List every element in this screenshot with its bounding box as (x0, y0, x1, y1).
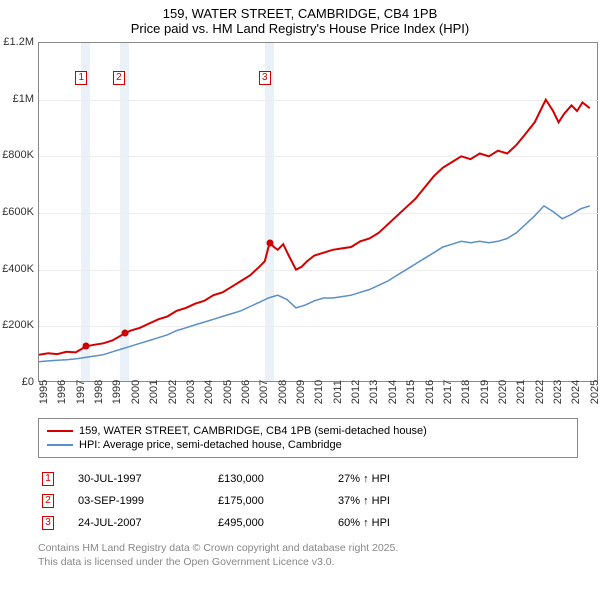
x-tick-label: 2014 (387, 380, 399, 404)
x-tick-label: 1998 (93, 380, 105, 404)
x-tick-label: 2010 (313, 380, 325, 404)
sale-date: 30-JUL-1997 (78, 473, 218, 485)
sale-dot (83, 343, 90, 350)
legend-row: 159, WATER STREET, CAMBRIDGE, CB4 1PB (s… (47, 424, 569, 438)
x-tick-label: 2001 (148, 380, 160, 404)
sale-pct: 60% ↑ HPI (338, 517, 428, 529)
sale-price: £130,000 (218, 473, 338, 485)
x-tick-label: 1995 (38, 380, 50, 404)
x-tick-label: 2022 (534, 380, 546, 404)
sale-date: 24-JUL-2007 (78, 517, 218, 529)
legend-label: 159, WATER STREET, CAMBRIDGE, CB4 1PB (s… (79, 425, 427, 437)
x-tick-label: 2015 (405, 380, 417, 404)
y-tick-label: £800K (2, 149, 34, 161)
marker-2: 2 (113, 71, 125, 85)
chart-title: 159, WATER STREET, CAMBRIDGE, CB4 1PB (0, 0, 600, 21)
table-row: 2 03-SEP-1999£175,00037% ↑ HPI (38, 490, 578, 512)
x-tick-label: 2007 (258, 380, 270, 404)
y-tick-label: £400K (2, 263, 34, 275)
x-tick-label: 2006 (240, 380, 252, 404)
footer-line-2: This data is licensed under the Open Gov… (38, 556, 578, 570)
x-tick-label: 2024 (570, 380, 582, 404)
x-tick-label: 2008 (277, 380, 289, 404)
x-tick-label: 2020 (497, 380, 509, 404)
x-tick-label: 2004 (203, 380, 215, 404)
legend: 159, WATER STREET, CAMBRIDGE, CB4 1PB (s… (38, 418, 578, 458)
table-row: 3 24-JUL-2007£495,00060% ↑ HPI (38, 512, 578, 534)
legend-row: HPI: Average price, semi-detached house,… (47, 438, 569, 452)
chart-container: 159, WATER STREET, CAMBRIDGE, CB4 1PB Pr… (0, 0, 600, 590)
y-tick-label: £1.2M (3, 36, 34, 48)
sale-dot (266, 239, 273, 246)
chart-area-wrap: £0£200K£400K£600K£800K£1M£1.2M 123 19951… (38, 42, 598, 382)
x-tick-label: 2012 (350, 380, 362, 404)
sale-dot (121, 330, 128, 337)
legend-swatch (47, 444, 73, 446)
x-tick-label: 2016 (424, 380, 436, 404)
legend-swatch (47, 430, 73, 432)
y-tick-label: £0 (22, 376, 34, 388)
x-tick-label: 2019 (479, 380, 491, 404)
x-tick-label: 2011 (332, 380, 344, 404)
row-marker: 1 (42, 472, 54, 486)
y-tick-label: £600K (2, 206, 34, 218)
sale-date: 03-SEP-1999 (78, 495, 218, 507)
chart-subtitle: Price paid vs. HM Land Registry's House … (0, 21, 600, 40)
x-tick-label: 2017 (442, 380, 454, 404)
legend-label: HPI: Average price, semi-detached house,… (79, 439, 342, 451)
x-tick-label: 2025 (589, 380, 600, 404)
marker-1: 1 (75, 71, 87, 85)
x-tick-label: 2018 (460, 380, 472, 404)
y-tick-label: £1M (13, 93, 34, 105)
x-tick-label: 2009 (295, 380, 307, 404)
x-tick-label: 2003 (185, 380, 197, 404)
x-tick-label: 1997 (75, 380, 87, 404)
plot-area: 1 2 3 (38, 42, 598, 382)
y-tick-label: £200K (2, 319, 34, 331)
sale-price: £175,000 (218, 495, 338, 507)
marker-3: 3 (259, 71, 271, 85)
x-tick-label: 1996 (56, 380, 68, 404)
table-row: 1 30-JUL-1997£130,00027% ↑ HPI (38, 468, 578, 490)
footer-line-1: Contains HM Land Registry data © Crown c… (38, 542, 578, 556)
sales-table: 1 30-JUL-1997£130,00027% ↑ HPI 2 03-SEP-199… (38, 468, 578, 534)
sale-price: £495,000 (218, 517, 338, 529)
x-tick-label: 2021 (515, 380, 527, 404)
x-tick-label: 2000 (130, 380, 142, 404)
series-blue (39, 206, 590, 362)
footer-text: Contains HM Land Registry data © Crown c… (38, 542, 578, 569)
x-tick-label: 2002 (167, 380, 179, 404)
row-marker: 3 (42, 516, 54, 530)
x-tick-label: 2013 (368, 380, 380, 404)
x-tick-label: 2023 (552, 380, 564, 404)
x-tick-label: 2005 (222, 380, 234, 404)
sale-pct: 27% ↑ HPI (338, 473, 428, 485)
x-tick-label: 1999 (111, 380, 123, 404)
series-red (39, 100, 590, 355)
sale-pct: 37% ↑ HPI (338, 495, 428, 507)
row-marker: 2 (42, 494, 54, 508)
